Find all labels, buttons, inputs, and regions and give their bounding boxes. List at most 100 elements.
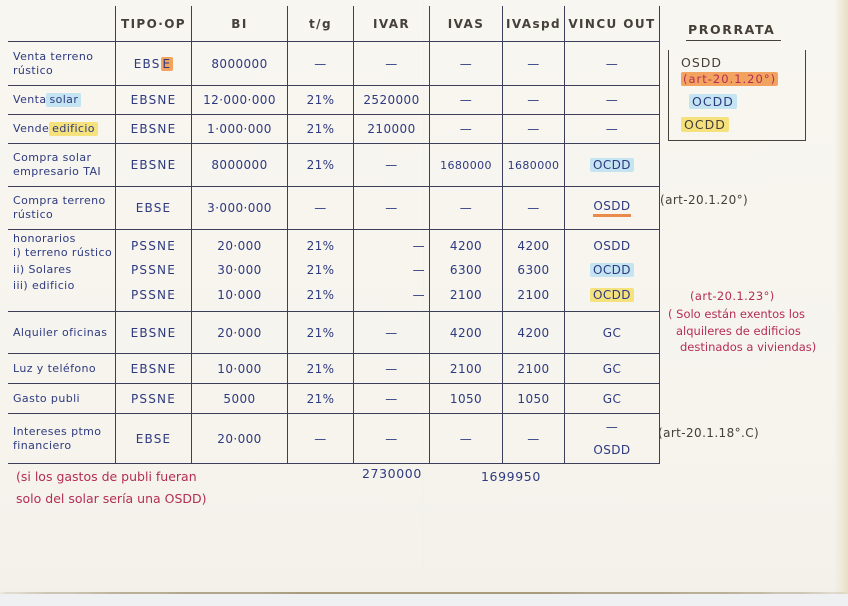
iva-operations-table: TIPO·OP BI t/g IVAR IVAS IVAspd VINCU OU… xyxy=(8,6,660,464)
table-row-compra-terreno: Compra terreno rústico EBSE 3·000·000 — … xyxy=(8,187,660,230)
cell-ivar-stack: — — — xyxy=(354,230,430,312)
note-art-20-1-20: (art-20.1.20°) xyxy=(660,193,749,207)
cell-bi: 1·000·000 xyxy=(192,115,288,144)
prorrata-title: PRORRATA xyxy=(686,22,782,41)
cell-tg: 21% xyxy=(288,86,354,115)
cell-tipo: EBSNE xyxy=(116,86,192,115)
cell-ivar: — xyxy=(354,414,430,464)
cell-tg: — xyxy=(288,42,354,86)
table-row-vende-edificio: Vende edificio EBSNE 1·000·000 21% 21000… xyxy=(8,115,660,144)
cell-ivar: 210000 xyxy=(354,115,430,144)
cell-ivaspd: 4200 xyxy=(503,312,565,354)
cell-bi: 20·000 xyxy=(192,414,288,464)
row-label: Alquiler oficinas xyxy=(8,312,116,354)
cell-bi-stack: 20·000 30·000 10·000 xyxy=(192,230,288,312)
cell-vincu-stack: OSDD OCDD OCDD xyxy=(565,230,660,312)
cell-vincu: — xyxy=(565,42,660,86)
vincu-highlight: OCDD xyxy=(590,158,634,172)
table-row-luz-telefono: Luz y teléfono EBSNE 10·000 21% — 2100 2… xyxy=(8,354,660,384)
cell-vincu: GC xyxy=(565,312,660,354)
cell-tipo: EBSNE xyxy=(116,354,192,384)
cell-vincu: OSDD xyxy=(565,187,660,230)
vincu-underlined: OSDD xyxy=(593,199,631,217)
cell-tipo: PSSNE xyxy=(116,384,192,414)
paper-fold-line xyxy=(423,0,425,590)
table-row-honorarios: honorarios i) terreno rústico ii) Solare… xyxy=(8,230,660,312)
col-header-vincu-out: VINCU OUT xyxy=(565,6,660,42)
cell-ivas: 1680000 xyxy=(430,144,503,187)
cell-ivas: — xyxy=(430,187,503,230)
row-label: Gasto publi xyxy=(8,384,116,414)
cell-bi: 10·000 xyxy=(192,354,288,384)
cell-ivas: — xyxy=(430,115,503,144)
cell-ivas: — xyxy=(430,42,503,86)
note-alquileres-viviendas: ( Solo están exentos los alquileres de e… xyxy=(668,307,817,355)
cell-ivas: — xyxy=(430,86,503,115)
cell-vincu: — xyxy=(565,115,660,144)
cell-vincu: GC xyxy=(565,354,660,384)
col-header-tg: t/g xyxy=(288,6,354,42)
col-header-ivar: IVAR xyxy=(354,6,430,42)
cell-ivaspd: 1050 xyxy=(503,384,565,414)
row-label: Luz y teléfono xyxy=(8,354,116,384)
table-row-intereses-ptmo: Intereses ptmo financiero EBSE 20·000 — … xyxy=(8,414,660,464)
prorrata-item-ocdd-yellow: OCDD xyxy=(681,117,729,132)
cell-ivar: 2520000 xyxy=(354,86,430,115)
cell-tg: 21% xyxy=(288,115,354,144)
cell-ivaspd: — xyxy=(503,42,565,86)
cell-vincu: OCDD xyxy=(565,144,660,187)
cell-ivar: — xyxy=(354,42,430,86)
table-row-gasto-publi: Gasto publi PSSNE 5000 21% — 1050 1050 G… xyxy=(8,384,660,414)
label-highlight: solar xyxy=(46,93,82,107)
row-label: Intereses ptmo financiero xyxy=(8,414,116,464)
header-row: TIPO·OP BI t/g IVAR IVAS IVAspd VINCU OU… xyxy=(8,6,660,42)
label-highlight: edificio xyxy=(49,122,98,136)
prorrata-box: OSDD (art-20.1.20°) OCDD OCDD xyxy=(668,50,806,141)
note-art-20-1-18c: (art-20.1.18°.C) xyxy=(658,426,760,440)
paper-bottom-edge xyxy=(0,592,848,594)
cell-ivas: 2100 xyxy=(430,354,503,384)
cell-tipo-stack: PSSNE PSSNE PSSNE xyxy=(116,230,192,312)
cell-bi: 3·000·000 xyxy=(192,187,288,230)
corner-cell xyxy=(8,6,116,42)
table-row-compra-solar: Compra solar empresario TAI EBSNE 800000… xyxy=(8,144,660,187)
prorrata-item-osdd: OSDD xyxy=(681,55,723,70)
row-label: Compra terreno rústico xyxy=(8,187,116,230)
cell-tipo: EBSE xyxy=(116,414,192,464)
cell-tg: — xyxy=(288,414,354,464)
vincu-osdd: OSDD xyxy=(593,239,631,254)
total-ivaspd: 1699950 xyxy=(481,469,541,484)
cell-ivaspd: — xyxy=(503,187,565,230)
cell-ivar: — xyxy=(354,187,430,230)
vincu-ocdd-yellow: OCDD xyxy=(590,287,634,302)
cell-tg: 21% xyxy=(288,354,354,384)
cell-ivar: — xyxy=(354,144,430,187)
note-art-20-1-23: (art-20.1.23°) xyxy=(690,289,775,303)
honorarios-title: honorarios xyxy=(13,232,76,245)
note-gastos-publi: (si los gastos de publi fueran solo del … xyxy=(16,469,207,506)
prorrata-item-ocdd-blue: OCDD xyxy=(689,94,737,109)
cell-bi: 20·000 xyxy=(192,312,288,354)
table-row-venta-terreno: Venta terreno rústico EBS E 8000000 — — —… xyxy=(8,42,660,86)
col-header-ivas: IVAS xyxy=(430,6,503,42)
col-header-tipo-op: TIPO·OP xyxy=(116,6,192,42)
total-ivar: 2730000 xyxy=(362,466,422,481)
tipo-highlight: E xyxy=(160,56,174,71)
row-label: Venta solar xyxy=(8,86,116,115)
honorarios-item-iii: iii) edificio xyxy=(13,279,75,293)
cell-tg: 21% xyxy=(288,144,354,187)
row-label: Venta terreno rústico xyxy=(8,42,116,86)
cell-bi: 12·000·000 xyxy=(192,86,288,115)
cell-tg-stack: 21% 21% 21% xyxy=(288,230,354,312)
col-header-ivaspd: IVAspd xyxy=(503,6,565,42)
cell-ivaspd: — xyxy=(503,86,565,115)
row-label: Vende edificio xyxy=(8,115,116,144)
cell-ivaspd: — xyxy=(503,115,565,144)
cell-bi: 8000000 xyxy=(192,144,288,187)
vincu-ocdd-blue: OCDD xyxy=(590,263,634,278)
table-row-venta-solar: Venta solar EBSNE 12·000·000 21% 2520000… xyxy=(8,86,660,115)
row-label: Compra solar empresario TAI xyxy=(8,144,116,187)
cell-tg: 21% xyxy=(288,384,354,414)
